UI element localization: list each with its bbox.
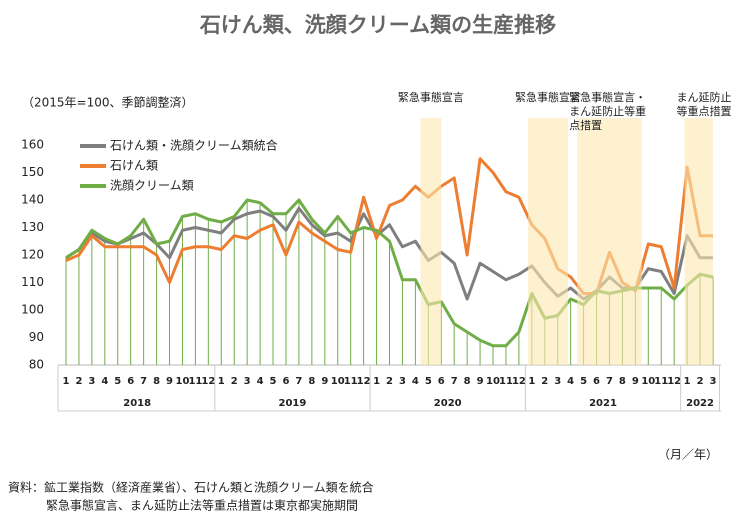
x-tick-label: 9 bbox=[477, 376, 484, 387]
y-tick-label: 80 bbox=[29, 358, 44, 372]
period-label: 緊急事態宣言・ bbox=[569, 90, 646, 104]
period-label: まん延防止 bbox=[677, 90, 732, 104]
x-tick-label: 11 bbox=[188, 376, 202, 387]
x-tick-label: 2 bbox=[541, 376, 548, 387]
x-tick-label: 2 bbox=[75, 376, 82, 387]
period-band bbox=[527, 118, 569, 365]
period-label: 等重点措置 bbox=[677, 104, 732, 118]
x-tick-label: 6 bbox=[438, 376, 445, 387]
legend-label: 石けん類・洗顔クリーム類統合 bbox=[110, 138, 278, 153]
x-tick-label: 12 bbox=[512, 376, 526, 387]
x-tick-label: 2 bbox=[697, 376, 704, 387]
x-tick-label: 1 bbox=[684, 376, 691, 387]
x-tick-label: 2 bbox=[231, 376, 238, 387]
x-tick-label: 6 bbox=[282, 376, 289, 387]
legend-label: 洗顔クリーム類 bbox=[110, 178, 194, 193]
x-tick-label: 3 bbox=[554, 376, 561, 387]
period-band bbox=[577, 118, 642, 365]
note: 緊急事態宣言、まん延防止法等重点措置は東京都実施期間 bbox=[46, 498, 358, 513]
x-tick-label: 5 bbox=[580, 376, 587, 387]
x-tick-label: 4 bbox=[412, 376, 419, 387]
x-tick-label: 9 bbox=[321, 376, 328, 387]
period-label: 緊急事態宣言 bbox=[515, 90, 581, 104]
year-label: 2021 bbox=[589, 398, 617, 409]
year-label: 2019 bbox=[279, 398, 307, 409]
x-tick-label: 4 bbox=[257, 376, 264, 387]
x-tick-label: 1 bbox=[218, 376, 225, 387]
x-tick-label: 8 bbox=[153, 376, 160, 387]
x-tick-label: 6 bbox=[127, 376, 134, 387]
x-unit: （月／年） bbox=[658, 448, 718, 462]
x-tick-label: 10 bbox=[486, 376, 500, 387]
x-tick-label: 3 bbox=[399, 376, 406, 387]
period-band bbox=[420, 118, 442, 365]
x-tick-label: 11 bbox=[344, 376, 358, 387]
y-axis-label: （2015年=100、季節調整済） bbox=[22, 95, 194, 110]
x-tick-label: 8 bbox=[308, 376, 315, 387]
x-tick-label: 7 bbox=[606, 376, 613, 387]
y-tick-label: 140 bbox=[21, 193, 44, 207]
x-tick-label: 4 bbox=[101, 376, 108, 387]
y-tick-label: 120 bbox=[21, 248, 44, 262]
y-tick-label: 130 bbox=[21, 220, 44, 234]
x-tick-label: 8 bbox=[464, 376, 471, 387]
x-tick-label: 12 bbox=[357, 376, 371, 387]
x-tick-label: 3 bbox=[244, 376, 251, 387]
year-label: 2018 bbox=[123, 398, 151, 409]
legend-label: 石けん類 bbox=[110, 159, 158, 173]
x-tick-label: 7 bbox=[295, 376, 302, 387]
chart-title: 石けん類、洗顔クリーム類の生産推移 bbox=[199, 13, 556, 37]
x-tick-label: 7 bbox=[451, 376, 458, 387]
x-tick-label: 1 bbox=[528, 376, 535, 387]
x-tick-label: 8 bbox=[619, 376, 626, 387]
year-label: 2020 bbox=[434, 398, 462, 409]
x-tick-label: 11 bbox=[654, 376, 668, 387]
x-tick-label: 5 bbox=[425, 376, 432, 387]
x-tick-label: 3 bbox=[710, 376, 717, 387]
y-tick-label: 160 bbox=[21, 138, 44, 152]
period-label: 点措置 bbox=[569, 118, 602, 132]
period-band bbox=[684, 118, 713, 365]
y-tick-label: 150 bbox=[21, 165, 44, 179]
x-tick-label: 3 bbox=[88, 376, 95, 387]
x-tick-label: 12 bbox=[201, 376, 215, 387]
x-tick-label: 5 bbox=[270, 376, 277, 387]
x-tick-label: 9 bbox=[166, 376, 173, 387]
year-label: 2022 bbox=[686, 398, 714, 409]
period-label: 緊急事態宣言 bbox=[398, 90, 464, 104]
x-tick-label: 7 bbox=[140, 376, 147, 387]
x-tick-label: 4 bbox=[567, 376, 574, 387]
x-tick-label: 9 bbox=[632, 376, 639, 387]
y-tick-label: 90 bbox=[29, 330, 44, 344]
period-label: まん延防止等重 bbox=[569, 104, 646, 118]
y-tick-label: 100 bbox=[21, 303, 44, 317]
x-tick-label: 10 bbox=[641, 376, 655, 387]
x-tick-label: 12 bbox=[667, 376, 681, 387]
x-tick-label: 10 bbox=[175, 376, 189, 387]
x-tick-label: 1 bbox=[373, 376, 380, 387]
x-tick-label: 6 bbox=[593, 376, 600, 387]
x-tick-label: 5 bbox=[114, 376, 121, 387]
x-tick-label: 2 bbox=[386, 376, 393, 387]
y-tick-label: 110 bbox=[21, 275, 44, 289]
x-tick-label: 10 bbox=[331, 376, 345, 387]
x-tick-label: 1 bbox=[63, 376, 70, 387]
x-tick-label: 11 bbox=[499, 376, 513, 387]
note: 資料：鉱工業指数（経済産業省）、石けん類と洗顔クリーム類を統合 bbox=[8, 480, 374, 495]
